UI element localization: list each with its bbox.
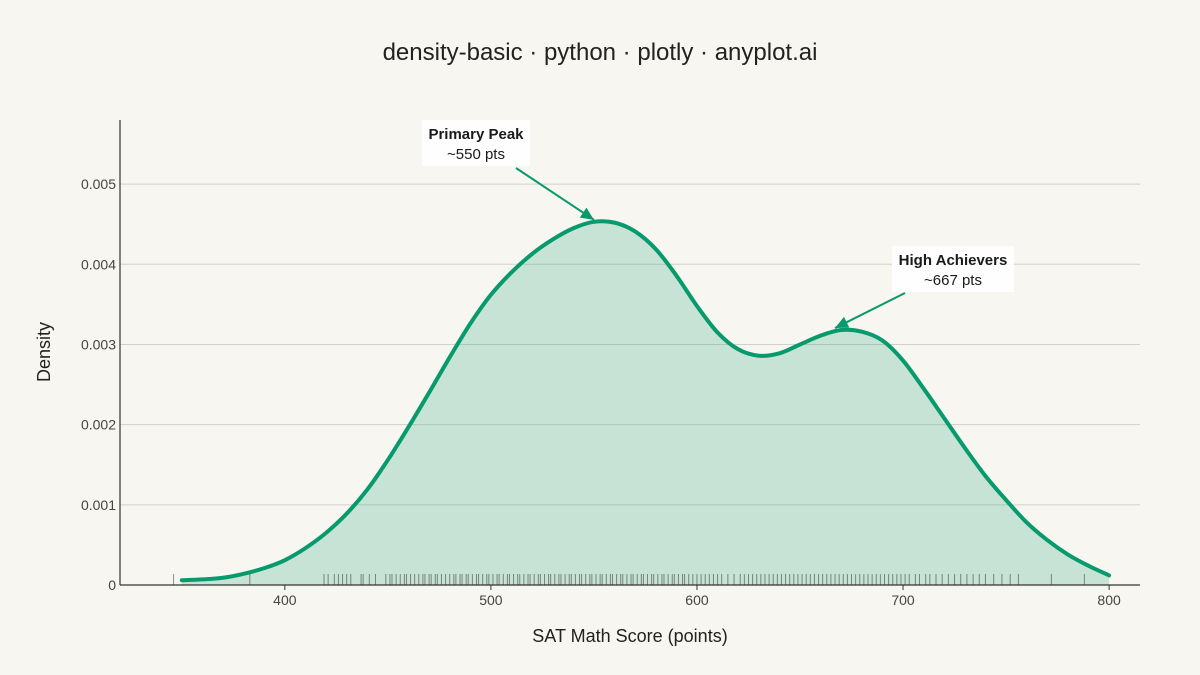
annotation-arrow-head (835, 316, 850, 329)
x-tick-label: 400 (273, 592, 297, 608)
annotation-arrow-line (515, 167, 595, 221)
y-axis-title: Density (34, 322, 54, 382)
y-tick-label: 0.004 (81, 256, 116, 272)
annotation-title: Primary Peak (428, 126, 524, 143)
rug-marks (173, 574, 1085, 585)
x-tick-label: 600 (685, 592, 709, 608)
annotations: Primary Peak ~550 pts High Achievers ~667 p… (422, 120, 1014, 329)
annotation-box (422, 120, 530, 166)
density-area-group (179, 219, 1112, 585)
annotation-arrow-line (834, 292, 906, 329)
density-area-fill (181, 221, 1110, 585)
density-line (179, 219, 1112, 583)
axes (119, 120, 1140, 590)
annotation-arrow-head (579, 207, 594, 220)
x-tick-label: 700 (891, 592, 915, 608)
annotation-value: ~667 pts (924, 272, 982, 289)
y-tick-label: 0.002 (81, 417, 116, 433)
tick-labels: 400 500 600 700 800 0 0.001 0.002 0.003 0.004 0.00… (81, 176, 1121, 608)
annotation-title: High Achievers (899, 252, 1008, 269)
y-tick-label: 0.005 (81, 176, 116, 192)
x-tick-label: 500 (479, 592, 503, 608)
annotation-box (892, 246, 1014, 292)
chart-title: density-basic · python · plotly · anyplo… (383, 39, 818, 66)
annotation-value: ~550 pts (447, 146, 505, 163)
x-tick-label: 800 (1097, 592, 1121, 608)
y-tick-label: 0.001 (81, 497, 116, 513)
y-tick-label: 0 (108, 577, 116, 593)
x-axis-title: SAT Math Score (points) (532, 626, 727, 646)
y-tick-label: 0.003 (81, 336, 116, 352)
